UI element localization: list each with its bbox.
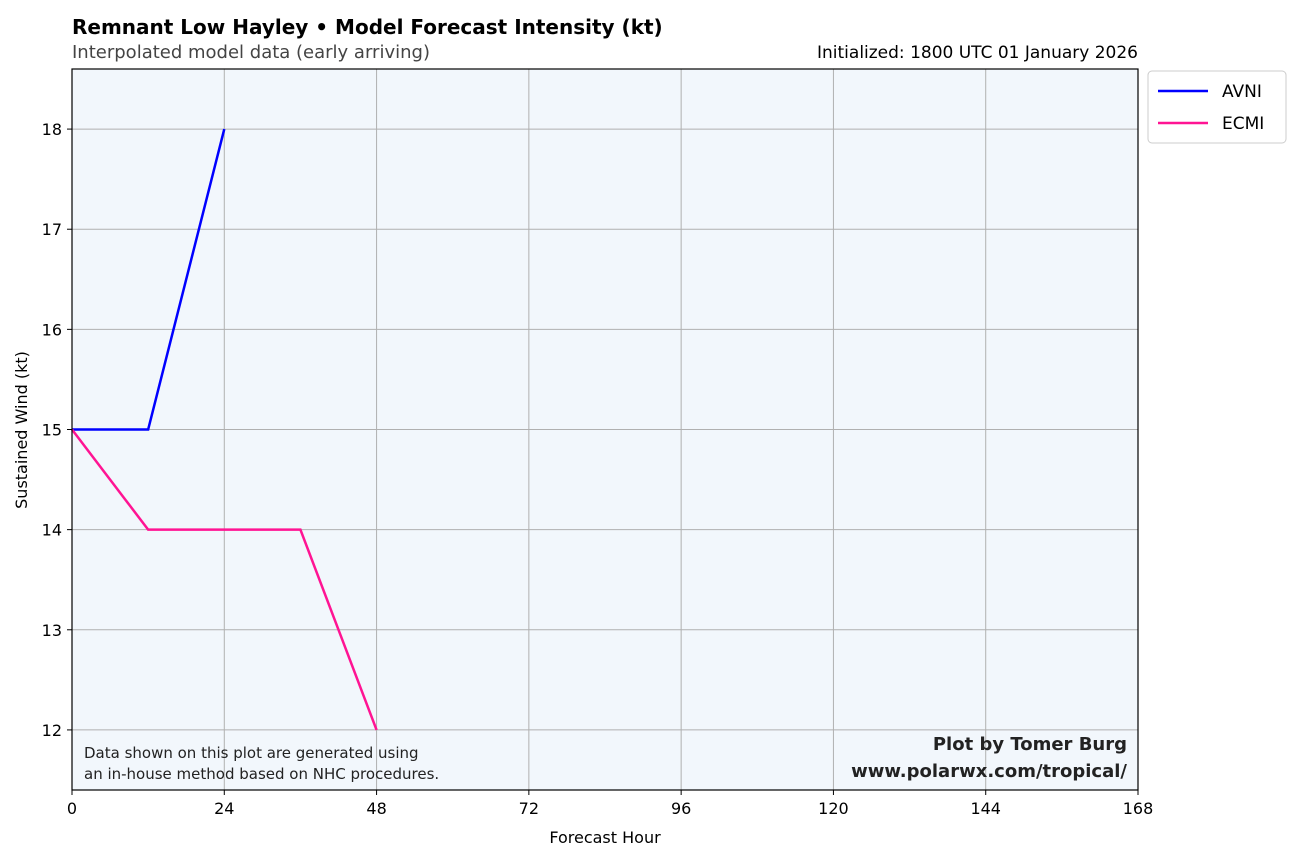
x-tick-label: 24: [214, 799, 234, 818]
legend-label-ecmi: ECMI: [1222, 114, 1264, 134]
x-tick-label: 72: [519, 799, 539, 818]
series-line-avni: [72, 128, 226, 431]
y-axis-label: Sustained Wind (kt): [12, 351, 31, 509]
note-line-1: Data shown on this plot are generated us…: [84, 744, 419, 762]
x-tick-label: 120: [818, 799, 849, 818]
y-tick-label: 18: [42, 120, 62, 139]
init-label: Initialized: 1800 UTC 01 January 2026: [817, 43, 1138, 63]
y-tick-label: 12: [42, 721, 62, 740]
y-tick-label: 17: [42, 220, 62, 239]
legend: AVNI ECMI: [1147, 70, 1287, 144]
note-line-2: an in-house method based on NHC procedur…: [84, 765, 439, 783]
x-tick-label: 96: [671, 799, 691, 818]
y-tick-label: 15: [42, 421, 62, 440]
credit-line-1: Plot by Tomer Burg: [933, 734, 1127, 755]
credit-line-2: www.polarwx.com/tropical/: [851, 761, 1127, 782]
y-tick-label: 13: [42, 621, 62, 640]
chart-subtitle: Interpolated model data (early arriving): [72, 42, 430, 63]
x-axis-label: Forecast Hour: [549, 828, 661, 847]
series-line-ecmi: [71, 428, 378, 731]
x-tick-label: 0: [67, 799, 77, 818]
legend-label-avni: AVNI: [1222, 82, 1262, 102]
x-tick-label: 168: [1123, 799, 1154, 818]
chart-title: Remnant Low Hayley • Model Forecast Inte…: [72, 15, 663, 39]
y-tick-label: 14: [42, 521, 62, 540]
x-tick-label: 48: [366, 799, 386, 818]
x-tick-label: 144: [970, 799, 1001, 818]
y-tick-label: 16: [42, 320, 62, 339]
